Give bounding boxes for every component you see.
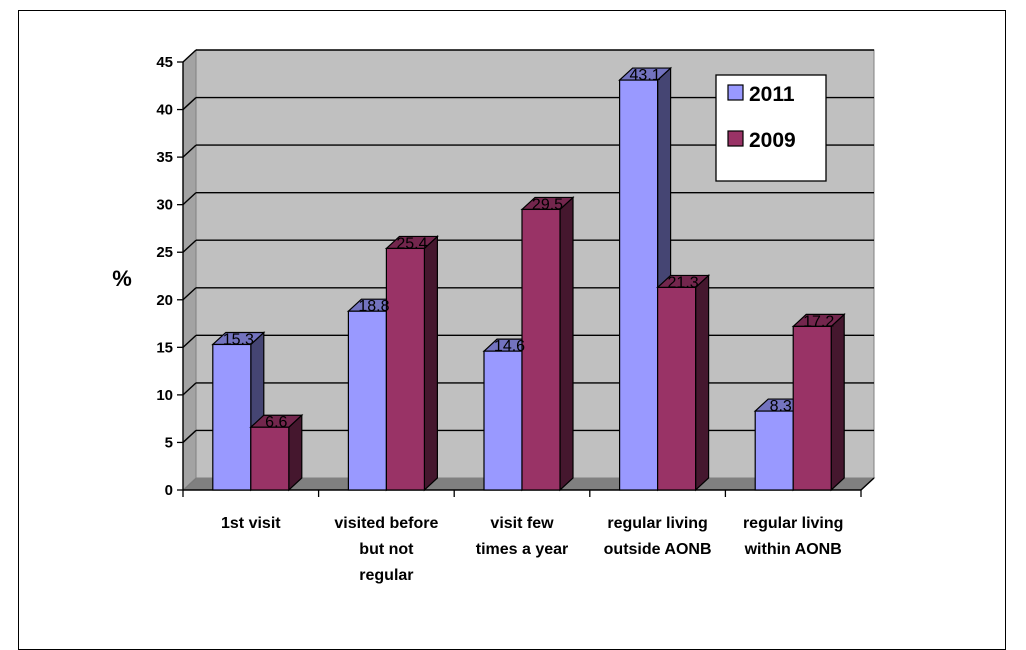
bars (211, 66, 846, 492)
bar-side (830, 313, 845, 492)
bar-side (423, 235, 438, 492)
bar-front (250, 426, 290, 491)
data-labels: 15.3 6.6 18.8 25.4 14.6 29.5 43.1 21.3 8.3 17.2 (223, 67, 835, 431)
gridline-side (182, 334, 197, 348)
y-tick-label: 5 (165, 434, 173, 451)
x-axis-end (860, 477, 875, 491)
bar-front (618, 79, 659, 491)
bar-front (792, 325, 832, 491)
x-tick-label: visited before but not regular (334, 515, 438, 584)
gridline-side (182, 239, 197, 253)
y-tick-label: 10 (156, 387, 173, 404)
y-tick-label: 25 (156, 244, 173, 261)
legend-label-2009: 2009 (749, 129, 796, 152)
x-tick-label: visit few times a year (476, 515, 569, 558)
data-label: 6.6 (265, 414, 287, 431)
bar-2009-1 (249, 413, 304, 492)
bar-front (212, 343, 252, 491)
y-tick-label: 15 (156, 339, 173, 356)
legend: 2011 2009 (715, 74, 827, 182)
bar-side (288, 413, 303, 492)
legend-label-2011: 2011 (749, 83, 795, 106)
bar-front (483, 350, 523, 491)
y-axis-label: % (112, 266, 132, 291)
data-label: 43.1 (630, 67, 661, 84)
side-wall (182, 48, 197, 492)
bar-side (694, 274, 710, 492)
gridline-side (182, 192, 197, 206)
bar-2009-2 (384, 235, 439, 492)
bar-front (347, 310, 387, 491)
gridline-side (182, 287, 197, 301)
data-label: 21.3 (668, 274, 699, 291)
legend-swatch-2009 (727, 130, 744, 147)
bar-front (521, 208, 561, 491)
gridline-side (182, 144, 197, 158)
y-tick-label: 0 (165, 482, 173, 499)
gridline-side (182, 429, 197, 443)
gridline-side (182, 49, 197, 63)
data-label: 14.6 (494, 338, 525, 355)
data-label: 25.4 (396, 235, 427, 252)
y-tick-label: 40 (156, 102, 173, 119)
bar-front (656, 286, 697, 491)
bar-chart: 0 5 10 15 20 25 30 35 40 45 1st visit visited befor… (112, 48, 876, 584)
y-tick-label: 30 (156, 197, 173, 214)
data-label: 17.2 (803, 313, 834, 330)
bar-front (385, 247, 425, 491)
y-tick-label: 35 (156, 149, 173, 166)
bar-2009-5 (791, 313, 846, 492)
data-label: 15.3 (223, 331, 254, 348)
gridline-side (182, 382, 197, 396)
bar-2009-4 (656, 274, 711, 492)
data-label: 18.8 (358, 298, 389, 315)
axes: 0 5 10 15 20 25 30 35 40 45 1st visit visited befor… (156, 54, 875, 584)
x-tick-label: regular living within AONB (743, 515, 843, 558)
legend-swatch-2011 (727, 84, 744, 101)
data-label: 8.3 (770, 398, 792, 415)
data-label: 29.5 (532, 196, 563, 213)
x-tick-label: 1st visit (221, 515, 281, 532)
gridline-side (182, 97, 197, 111)
y-tick-label: 45 (156, 54, 173, 71)
bar-side (559, 196, 574, 492)
x-tick-label: regular living outside AONB (604, 515, 712, 558)
bar-2009-3 (520, 196, 575, 492)
bar-front (754, 410, 794, 491)
y-tick-label: 20 (156, 292, 173, 309)
